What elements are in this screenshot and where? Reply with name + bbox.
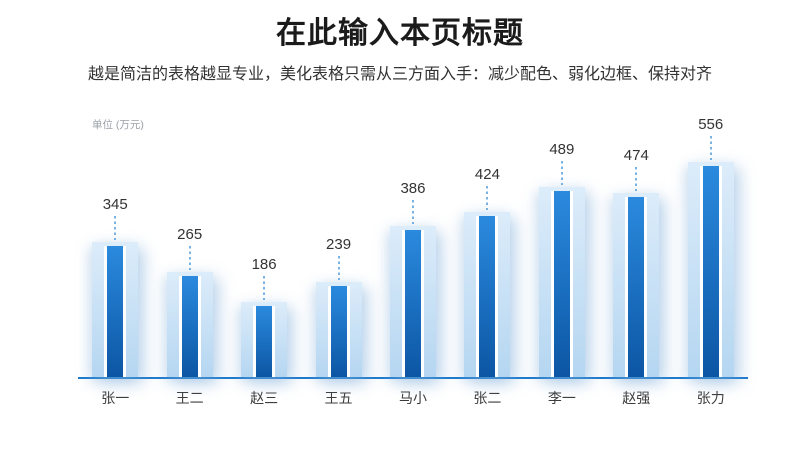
page-subtitle: 越是简洁的表格越显专业，美化表格只需从三方面入手：减少配色、弱化边框、保持对齐 — [87, 66, 712, 83]
bar-column: 239 — [301, 115, 375, 377]
dash-leader-line — [635, 167, 638, 191]
bar-column: 386 — [376, 115, 450, 377]
category-label: 王二 — [175, 390, 204, 406]
page-title: 在此输入本页标题 — [276, 17, 524, 50]
category-label: 马小 — [398, 390, 427, 406]
bar-light — [241, 302, 288, 377]
value-label: 424 — [474, 166, 500, 183]
category-label: 张力 — [696, 390, 725, 406]
value-label: 474 — [623, 147, 649, 164]
dash-leader-line — [188, 246, 191, 270]
value-label: 186 — [251, 256, 277, 273]
bar-dark — [253, 306, 276, 377]
bar-dark — [178, 276, 201, 377]
x-axis-line — [78, 377, 748, 379]
value-label: 556 — [698, 116, 724, 133]
category-label: 赵三 — [250, 390, 279, 406]
x-axis-labels: 张一 王二 赵三 王五 马小 张二 李一 赵强 张力 — [78, 388, 748, 408]
dash-leader-line — [560, 161, 563, 185]
dash-leader-line — [486, 186, 489, 210]
bar-light — [464, 212, 511, 377]
dash-leader-line — [709, 136, 712, 160]
bar-column: 345 — [78, 115, 152, 377]
dash-leader-line — [411, 200, 414, 224]
value-label: 265 — [177, 226, 203, 243]
dash-leader-line — [337, 256, 340, 280]
bar-column: 556 — [674, 115, 748, 377]
bar-light — [389, 226, 436, 377]
bar-dark — [625, 197, 648, 377]
bar-light — [315, 282, 362, 377]
bar-light — [613, 193, 660, 377]
bar-column: 424 — [450, 115, 524, 377]
bar-column: 265 — [152, 115, 226, 377]
unit-label: 单位 (万元) — [92, 119, 144, 131]
value-label: 489 — [549, 141, 575, 158]
value-label: 345 — [102, 196, 128, 213]
bar-chart: 单位 (万元) 345 265 186 239 386 424 489 474 556 张一 王二… — [78, 115, 748, 408]
category-label: 张二 — [473, 390, 502, 406]
bar-dark — [401, 230, 424, 377]
value-label: 386 — [400, 180, 426, 197]
bar-dark — [550, 191, 573, 377]
dash-leader-line — [263, 276, 266, 300]
bar-column: 186 — [227, 115, 301, 377]
category-label: 王五 — [324, 390, 353, 406]
value-label: 239 — [326, 236, 352, 253]
bar-light — [687, 162, 734, 377]
category-label: 赵强 — [622, 390, 651, 406]
bar-light — [538, 187, 585, 377]
bar-light — [166, 272, 213, 377]
bar-dark — [699, 166, 722, 377]
category-label: 张一 — [101, 390, 130, 406]
bar-light — [92, 242, 139, 377]
bar-column: 489 — [525, 115, 599, 377]
dash-leader-line — [114, 216, 117, 240]
bar-dark — [327, 286, 350, 377]
category-label: 李一 — [547, 390, 576, 406]
bar-dark — [476, 216, 499, 377]
bar-column: 474 — [599, 115, 673, 377]
bar-dark — [104, 246, 127, 377]
chart-columns: 345 265 186 239 386 424 489 474 556 — [78, 115, 748, 377]
